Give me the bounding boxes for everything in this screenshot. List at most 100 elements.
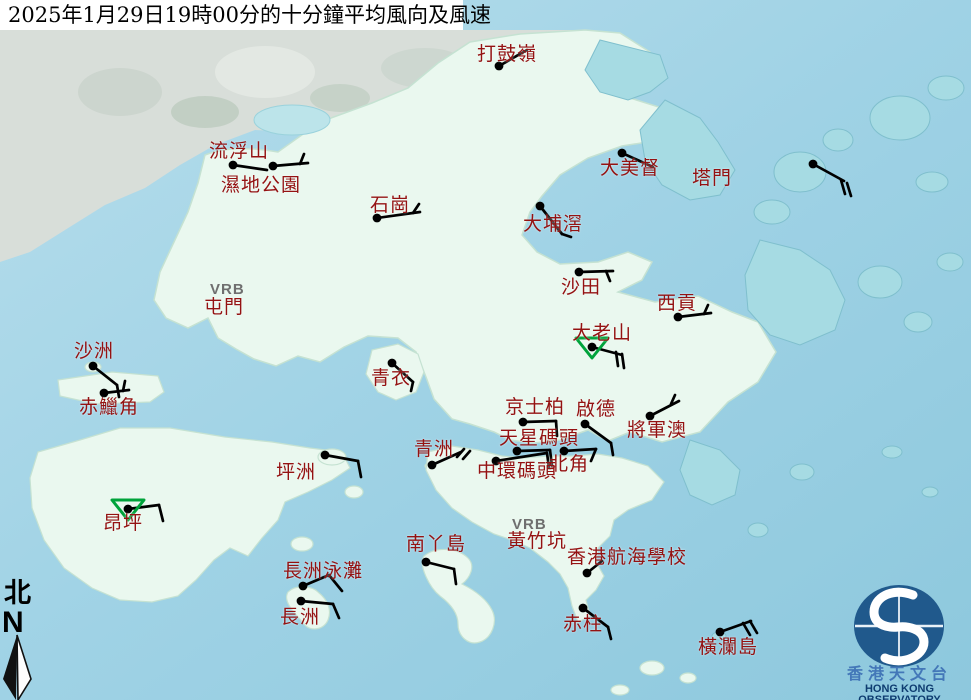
wind-barb-segment bbox=[538, 204, 564, 236]
station-dot bbox=[421, 557, 431, 567]
station-label-lau-fau-shan: 流浮山 bbox=[209, 140, 270, 162]
map-hk-island bbox=[425, 445, 665, 623]
wind-barb-segment bbox=[91, 364, 119, 387]
station-label-tates-cairn: 大老山 bbox=[572, 322, 633, 344]
station-label-lamma-island: 南丫島 bbox=[406, 533, 467, 555]
station-dot bbox=[580, 419, 590, 429]
station-label-kai-tak: 啟德 bbox=[576, 398, 617, 420]
wind-barb-segment bbox=[562, 447, 598, 453]
station-dot bbox=[578, 603, 588, 613]
station-kai-tak bbox=[580, 419, 615, 457]
wind-barb-segment bbox=[560, 232, 573, 239]
station-dot bbox=[320, 450, 330, 460]
station-dot bbox=[587, 342, 597, 352]
station-green-island bbox=[427, 447, 472, 470]
wind-barb-segment bbox=[157, 503, 165, 523]
station-dot bbox=[88, 361, 98, 371]
station-cheung-chau bbox=[296, 596, 341, 620]
wind-barb-segment bbox=[620, 352, 626, 370]
map-lamma-island bbox=[421, 548, 495, 644]
map-lantau bbox=[29, 427, 351, 603]
wind-barb-segment bbox=[301, 573, 331, 588]
wind-barb-segment bbox=[494, 451, 549, 463]
station-sha-tin bbox=[574, 267, 615, 283]
hko-logo-english: HONG KONG OBSERVATORY bbox=[858, 683, 941, 700]
title-bar: 2025年1月29日19時00分的十分鐘平均風向及風速 bbox=[0, 0, 491, 30]
station-dot bbox=[808, 159, 818, 169]
station-tsing-yi bbox=[387, 358, 415, 393]
station-sai-kung bbox=[673, 303, 713, 322]
wind-barb-segment bbox=[648, 399, 681, 418]
wind-barb-segment bbox=[614, 350, 620, 368]
map-maipo-marsh bbox=[253, 104, 331, 136]
station-label-peng-chau: 坪洲 bbox=[276, 461, 317, 483]
wind-barb-segment bbox=[424, 560, 456, 571]
station-dot bbox=[228, 160, 238, 170]
station-label-kings-park: 京士柏 bbox=[505, 396, 566, 418]
vrb-indicator-tuen-mun: VRB bbox=[210, 281, 245, 298]
compass-north-letter: N bbox=[2, 606, 24, 639]
station-dot bbox=[427, 460, 437, 470]
station-dot bbox=[99, 388, 109, 398]
station-central-pier bbox=[491, 451, 551, 470]
wind-barb-segment bbox=[409, 380, 415, 393]
wind-barb-segment bbox=[811, 162, 846, 183]
station-tap-mun bbox=[808, 159, 853, 198]
station-label-tap-mun: 塔門 bbox=[692, 167, 733, 189]
wind-barb-segment bbox=[609, 441, 615, 457]
station-label-chek-lap-kok: 赤鱲角 bbox=[79, 396, 140, 418]
station-dot bbox=[298, 581, 308, 591]
station-label-tai-mei-tuk: 大美督 bbox=[600, 157, 661, 179]
station-dot bbox=[645, 411, 655, 421]
compass-needle-dark-half bbox=[3, 635, 17, 700]
wind-barb-segment bbox=[461, 449, 472, 461]
station-label-hk-sea-school: 香港航海學校 bbox=[567, 546, 688, 568]
wind-barb-segment bbox=[748, 619, 759, 635]
station-wetland-park bbox=[268, 152, 310, 171]
station-label-cheung-chau-beach: 長洲泳灘 bbox=[283, 560, 364, 582]
wind-barb-segment bbox=[323, 453, 360, 463]
wind-barb-segment bbox=[741, 621, 752, 637]
hko-logo-swirl bbox=[869, 587, 929, 666]
wind-barb-segment bbox=[298, 152, 306, 166]
station-dot bbox=[123, 504, 133, 514]
station-hk-sea-school bbox=[582, 559, 604, 578]
station-ta-kwu-ling bbox=[494, 48, 529, 71]
wind-barb-segment bbox=[589, 447, 598, 463]
wind-barb-segment bbox=[604, 269, 612, 283]
wind-barb-segment bbox=[548, 448, 554, 468]
max-wind-triangle-icon bbox=[110, 498, 146, 522]
station-lau-fau-shan bbox=[228, 160, 269, 172]
wind-barb-segment bbox=[583, 422, 613, 445]
wind-barb-segment bbox=[718, 619, 753, 634]
wind-barb-segment bbox=[430, 450, 463, 467]
station-ngong-ping bbox=[110, 498, 165, 523]
wind-barb-segment bbox=[452, 567, 458, 586]
wind-barb-segment bbox=[126, 503, 161, 511]
station-label-central-pier: 中環碼頭 bbox=[477, 460, 558, 482]
map-northeast-highlands bbox=[584, 39, 965, 641]
wind-barb-segment bbox=[606, 625, 613, 641]
wind-barb-segment bbox=[327, 573, 344, 593]
station-label-north-point: 北角 bbox=[549, 453, 590, 475]
station-label-sha-tin: 沙田 bbox=[561, 276, 602, 298]
station-dot bbox=[494, 61, 504, 71]
hko-logo-chinese: 香港天文台 bbox=[846, 664, 952, 683]
map-airport-island bbox=[57, 371, 165, 405]
station-label-green-island: 青洲 bbox=[414, 438, 455, 460]
wind-barb-segment bbox=[845, 181, 853, 198]
station-label-sha-chau: 沙洲 bbox=[74, 340, 115, 362]
wind-barb-segment bbox=[620, 151, 655, 169]
wind-barb-segment bbox=[455, 447, 466, 459]
station-dot bbox=[268, 161, 278, 171]
vrb-indicator-wong-chuk-hang: VRB bbox=[512, 516, 547, 533]
station-dot bbox=[372, 213, 382, 223]
station-star-ferry-pier bbox=[512, 446, 554, 468]
wind-barb-segment bbox=[497, 48, 529, 68]
station-lamma-island bbox=[421, 557, 458, 586]
station-label-tai-po-kau: 大埔滘 bbox=[523, 213, 584, 235]
station-label-tseung-kwan-o: 將軍澳 bbox=[627, 419, 688, 441]
station-label-cheung-chau: 長洲 bbox=[280, 606, 321, 628]
